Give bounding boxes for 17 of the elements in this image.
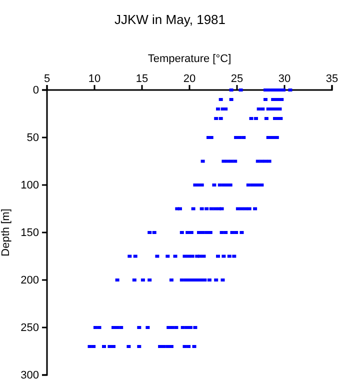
x-tick-label: 30 — [278, 73, 291, 85]
y-tick-label: 100 — [20, 180, 39, 192]
y-tick-label: 150 — [20, 227, 39, 240]
y-tick-label: 250 — [20, 322, 39, 334]
x-tick-label: 25 — [230, 73, 244, 85]
x-axis-title: Temperature [°C] — [148, 53, 232, 65]
y-axis-title: Depth [m] — [0, 208, 12, 256]
x-tick-label: 5 — [44, 73, 50, 85]
y-tick-label: 0 — [32, 84, 39, 97]
y-tick-label: 300 — [20, 370, 39, 382]
y-tick-label: 50 — [26, 132, 39, 144]
x-tick-label: 15 — [136, 73, 148, 85]
chart-title: JJKW in May, 1981 — [114, 12, 226, 27]
x-tick-label: 20 — [183, 73, 196, 85]
x-tick-label: 35 — [326, 73, 338, 85]
x-tick-label: 10 — [88, 73, 101, 85]
y-tick-label: 200 — [20, 274, 39, 287]
